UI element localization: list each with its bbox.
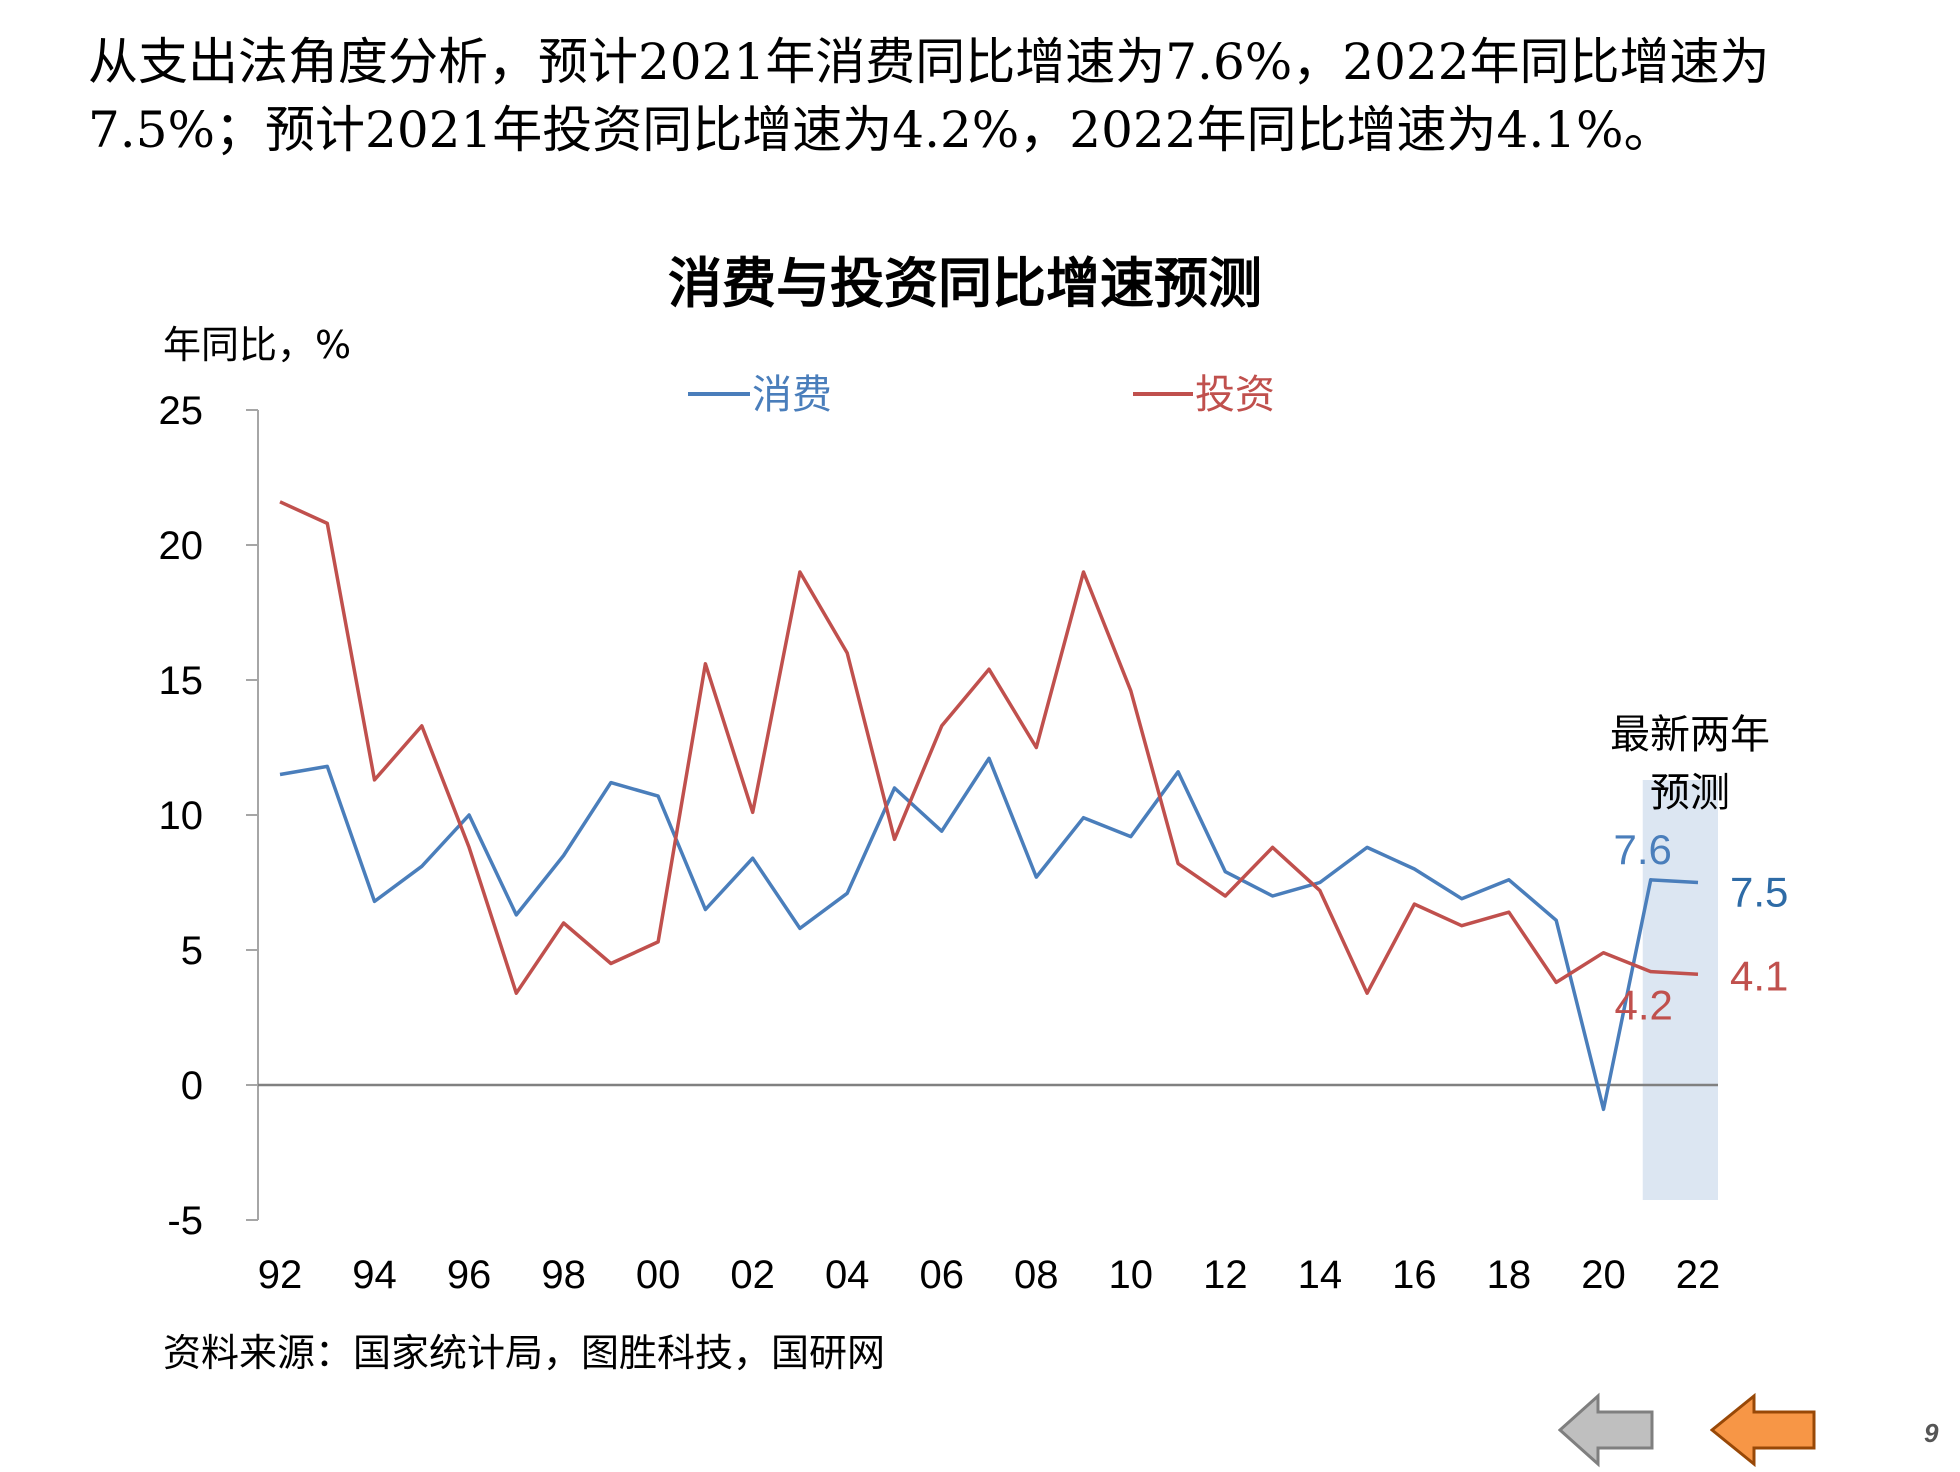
x-tick-label: 12	[1203, 1253, 1248, 1297]
x-tick-label: 14	[1298, 1253, 1343, 1297]
series-line-investment	[279, 500, 1699, 995]
y-tick-label: 5	[181, 929, 203, 973]
left-arrow-icon	[1557, 1392, 1654, 1468]
data-label-consumption-2022: 7.5	[1730, 869, 1788, 916]
x-tick-label: 16	[1392, 1253, 1437, 1297]
forecast-band	[1642, 780, 1718, 1200]
series-line-consumption	[279, 756, 1699, 1112]
source-note: 资料来源：国家统计局，图胜科技，国研网	[163, 1331, 886, 1375]
x-tick-label: 06	[919, 1253, 964, 1297]
page-number: 9	[1924, 1418, 1939, 1448]
chart-title: 消费与投资同比增速预测	[668, 252, 1262, 315]
forecast-note-line-1: 最新两年	[1610, 712, 1770, 758]
y-tick-label: -5	[167, 1199, 203, 1243]
x-tick-label: 18	[1487, 1253, 1532, 1297]
x-axis: 92 94 96 98 00 02 04 06 08 10 12 14 16 18 20 22	[258, 1083, 1721, 1297]
y-tick-label: 0	[181, 1064, 203, 1108]
x-tick-label: 96	[447, 1253, 492, 1297]
x-tick-label: 94	[352, 1253, 397, 1297]
y-axis-label: 年同比，%	[163, 323, 351, 367]
y-axis: 25 20 15 10 5 0 -5	[159, 389, 259, 1243]
y-tick-label: 20	[159, 524, 204, 568]
x-tick-label: 08	[1014, 1253, 1059, 1297]
x-tick-label: 04	[825, 1253, 870, 1297]
legend: 消费 投资	[688, 372, 1275, 418]
data-label-consumption-2021: 7.6	[1614, 826, 1672, 873]
x-tick-label: 92	[258, 1253, 303, 1297]
headline-line-2: 7.5%；预计2021年投资同比增速为4.2%，2022年同比增速为4.1%。	[88, 101, 1674, 159]
x-tick-label: 22	[1676, 1253, 1721, 1297]
data-label-investment-2022: 4.1	[1730, 952, 1788, 999]
legend-label-investment: 投资	[1195, 372, 1275, 418]
data-labels: 7.6 7.5 4.2 4.1	[1614, 826, 1789, 1029]
prev-slide-button[interactable]	[1557, 1392, 1656, 1468]
series-layer	[279, 500, 1699, 1112]
y-tick-label: 25	[159, 389, 204, 433]
next-slide-button[interactable]	[1709, 1392, 1816, 1468]
left-arrow-icon	[1709, 1392, 1816, 1468]
headline: 从支出法角度分析，预计2021年消费同比增速为7.6%，2022年同比增速为 7…	[88, 28, 1938, 164]
legend-label-consumption: 消费	[752, 372, 832, 418]
y-tick-label: 10	[159, 794, 204, 838]
x-tick-label: 02	[730, 1253, 775, 1297]
forecast-note-line-2: 预测	[1650, 770, 1730, 816]
x-tick-label: 00	[636, 1253, 681, 1297]
x-tick-label: 10	[1109, 1253, 1154, 1297]
headline-line-1: 从支出法角度分析，预计2021年消费同比增速为7.6%，2022年同比增速为	[88, 33, 1770, 91]
data-label-investment-2021: 4.2	[1615, 982, 1673, 1029]
x-tick-label: 98	[541, 1253, 586, 1297]
y-tick-label: 15	[159, 659, 204, 703]
x-tick-label: 20	[1581, 1253, 1626, 1297]
